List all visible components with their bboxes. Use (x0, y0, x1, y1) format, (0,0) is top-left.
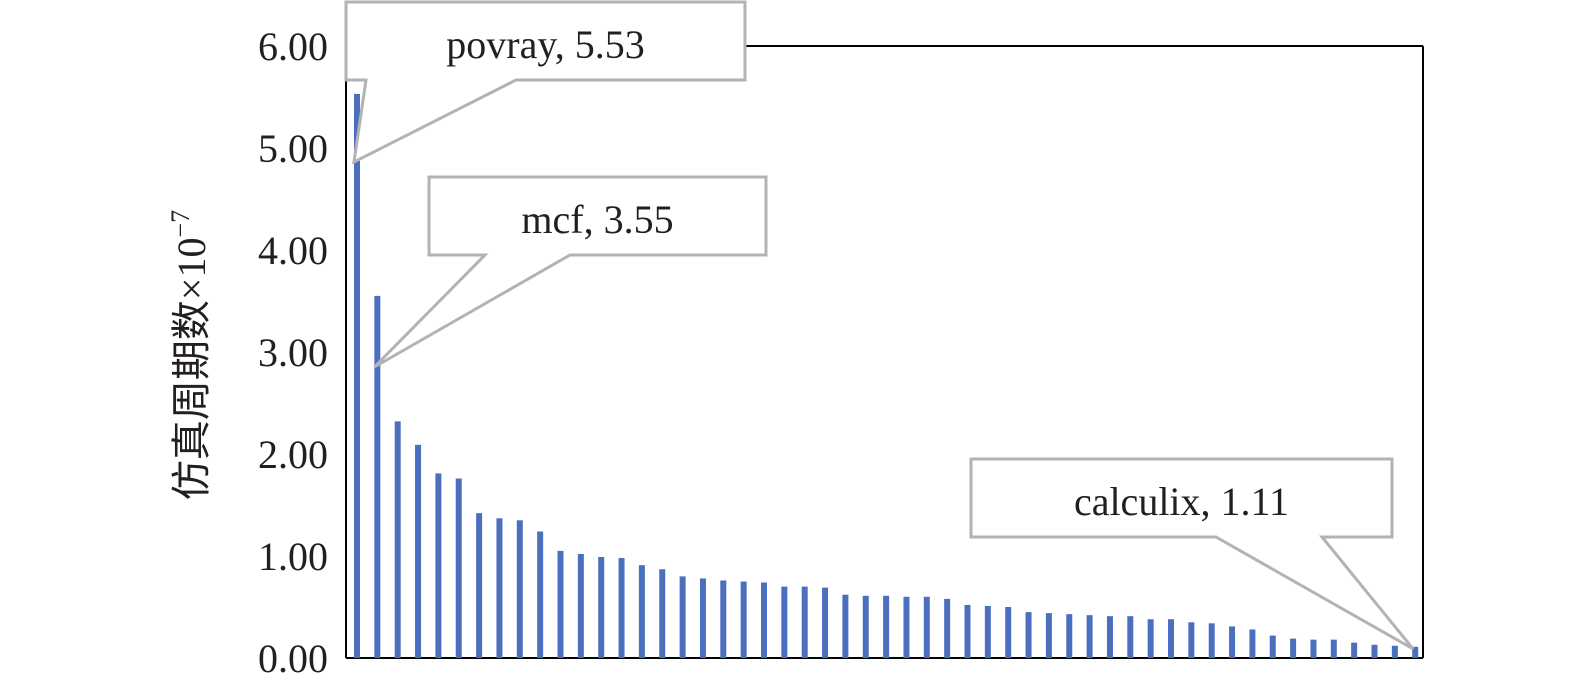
bar (557, 550, 564, 658)
bar (1208, 623, 1215, 658)
y-axis-label-exponent: −7 (166, 210, 195, 238)
bar (1086, 615, 1093, 658)
bar (598, 557, 605, 658)
bar (781, 586, 788, 658)
bar (761, 582, 767, 658)
callout-label: mcf, 3.55 (521, 197, 673, 242)
bar (883, 595, 890, 658)
callout-box (373, 175, 768, 369)
bar (1106, 616, 1113, 658)
bar (455, 478, 462, 658)
bar (964, 604, 971, 658)
bar (1168, 619, 1174, 658)
callouts: povray, 5.53 mcf, 3.55 calculix, 1.11 (344, 0, 1415, 651)
y-tick-label: 2.00 (258, 432, 328, 477)
bar (679, 576, 686, 658)
y-axis-label-main: 仿真周期数×10 (169, 238, 214, 501)
y-tick-label: 6.00 (258, 24, 328, 69)
bar (577, 553, 584, 658)
bar (1310, 639, 1317, 658)
bar (618, 558, 625, 658)
bar (1229, 626, 1236, 658)
callout: calculix, 1.11 (969, 457, 1415, 651)
bar (394, 421, 401, 658)
bar (923, 596, 930, 658)
bar (435, 473, 442, 658)
bar (659, 569, 666, 658)
bar (1269, 635, 1276, 658)
y-tick-label: 4.00 (258, 228, 328, 273)
callout: mcf, 3.55 (373, 175, 768, 369)
bar (1371, 644, 1378, 658)
callout-box (969, 457, 1415, 651)
callout: povray, 5.53 (344, 0, 747, 165)
bar (822, 587, 829, 658)
bar (354, 93, 360, 658)
callout-box (344, 0, 747, 165)
bar (638, 565, 645, 658)
y-tick-label: 3.00 (258, 330, 328, 375)
bar (415, 444, 422, 658)
y-tick-label: 1.00 (258, 534, 328, 579)
axes (345, 45, 1424, 659)
callout-label: povray, 5.53 (446, 22, 644, 67)
bar (1330, 639, 1337, 658)
bar (1412, 646, 1419, 658)
bar (699, 578, 706, 658)
bar (801, 586, 808, 658)
bar (1351, 642, 1358, 658)
y-tick-label: 5.00 (258, 126, 328, 171)
bar (1066, 614, 1073, 658)
bar (740, 581, 747, 658)
y-ticks: 0.00 1.00 2.00 3.00 4.00 5.00 6.00 (258, 24, 328, 681)
bar (903, 596, 910, 658)
y-tick-label: 0.00 (258, 636, 328, 681)
bar (944, 598, 951, 658)
bar (1290, 638, 1297, 658)
bar (720, 580, 727, 658)
bar (476, 513, 483, 658)
bar (1045, 613, 1052, 658)
bar (1025, 612, 1032, 658)
bar (1188, 622, 1195, 658)
y-axis-label: 仿真周期数×10−7 (166, 210, 214, 500)
bar (1005, 607, 1012, 658)
bar (862, 595, 869, 658)
bar (1147, 619, 1154, 658)
bar (1249, 629, 1256, 658)
callout-label: calculix, 1.11 (1074, 479, 1289, 524)
bars (354, 93, 1419, 658)
bar (1391, 645, 1398, 658)
bar (984, 605, 991, 658)
bar (842, 594, 849, 658)
bar (537, 531, 544, 658)
bar (516, 520, 523, 658)
bar (1127, 616, 1134, 658)
bar (374, 295, 381, 658)
bar (496, 518, 503, 658)
